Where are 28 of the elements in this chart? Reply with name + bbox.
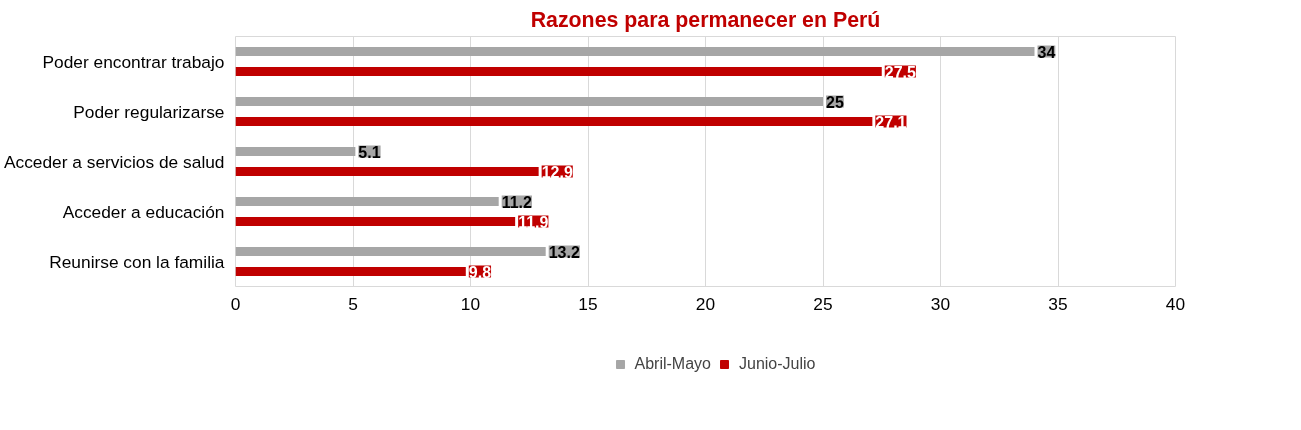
- x-tick-label: 0: [230, 293, 241, 314]
- x-tick-label: 30: [930, 293, 951, 314]
- chart-title: Razones para permanecer en Perú: [530, 7, 881, 32]
- data-label: 11.2: [501, 193, 533, 211]
- x-tick-label: 15: [578, 293, 598, 314]
- data-label: 13.2: [548, 243, 580, 261]
- y-tick-label: Poder regularizarse: [73, 101, 225, 122]
- data-label: 5.1: [358, 143, 381, 161]
- x-tick-label: 25: [813, 293, 833, 314]
- x-tick-label: 10: [460, 293, 481, 314]
- data-label: 27.1: [875, 113, 907, 131]
- data-label: 34: [1037, 43, 1056, 61]
- x-tick-label: 40: [1165, 293, 1186, 314]
- data-label: 12.9: [541, 163, 573, 181]
- y-tick-label: Poder encontrar trabajo: [42, 51, 225, 72]
- y-tick-label: Reunirse con la familia: [49, 251, 225, 272]
- y-tick-label: Acceder a servicios de salud: [3, 151, 225, 172]
- x-tick-label: 35: [1048, 293, 1068, 314]
- data-label: 9.8: [468, 263, 492, 281]
- data-label: 27.5: [884, 63, 916, 81]
- x-tick-label: 20: [695, 293, 716, 314]
- legend-label: Abril-Mayo: [634, 354, 711, 373]
- x-tick-label: 5: [348, 293, 358, 314]
- bar: [235, 97, 823, 106]
- data-label: 11.9: [518, 213, 549, 231]
- data-label: 25: [826, 93, 844, 111]
- legend-label: Junio-Julio: [738, 354, 816, 373]
- y-tick-label: Acceder a educación: [62, 201, 225, 222]
